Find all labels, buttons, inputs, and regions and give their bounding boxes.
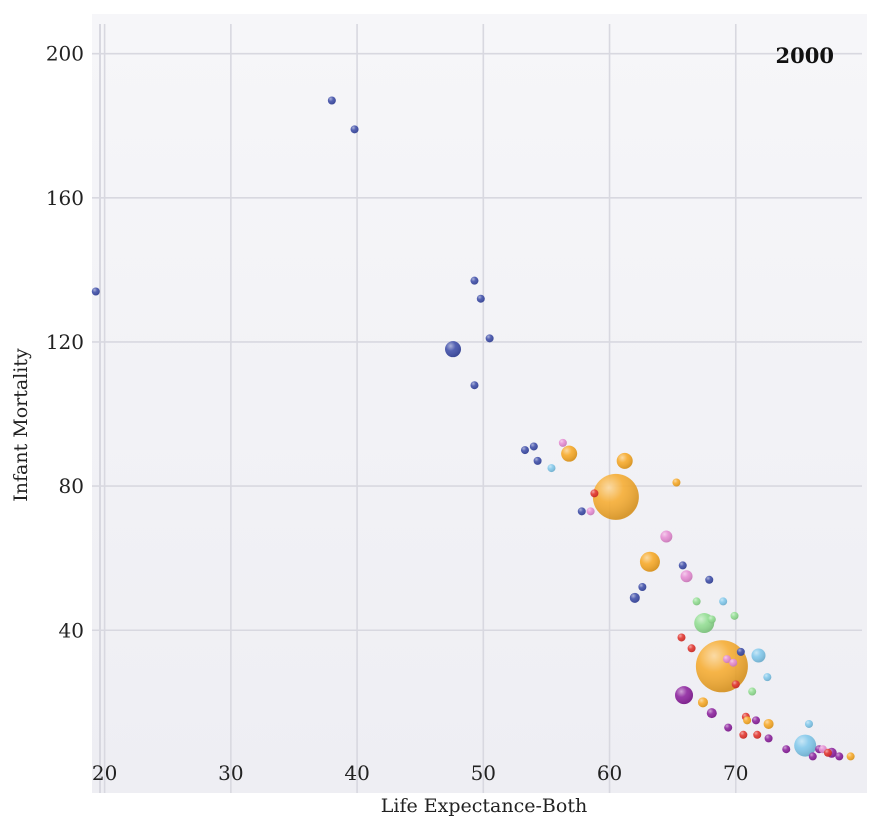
data-point	[533, 456, 542, 465]
data-point	[731, 680, 740, 689]
data-point	[722, 655, 731, 664]
tick-labels: 20 30 40 50 60 70 40 80 120 160 200	[46, 42, 749, 785]
y-tick-label: 160	[46, 186, 84, 210]
data-point	[823, 748, 832, 757]
data-point	[680, 570, 693, 583]
data-point	[520, 446, 529, 455]
data-point	[846, 752, 855, 761]
data-point	[751, 716, 760, 725]
data-point	[577, 507, 586, 516]
data-point	[529, 442, 538, 451]
x-tick-label: 70	[723, 761, 748, 785]
data-point	[558, 438, 567, 447]
year-label: 2000	[776, 43, 834, 68]
data-point	[706, 708, 717, 719]
data-point	[590, 489, 599, 498]
data-point	[808, 752, 817, 761]
y-tick-label: 120	[46, 330, 84, 354]
data-point	[561, 445, 578, 462]
plot-background	[92, 14, 867, 793]
grid-lines	[92, 24, 862, 793]
data-point	[350, 125, 359, 134]
x-tick-label: 20	[92, 761, 117, 785]
data-point	[736, 647, 745, 656]
data-point	[616, 452, 633, 469]
data-point	[672, 478, 681, 487]
y-axis-label: Infant Mortality	[10, 348, 32, 502]
data-point	[697, 697, 708, 708]
data-point	[629, 592, 640, 603]
data-point	[485, 334, 494, 343]
data-point	[730, 611, 739, 620]
data-point	[743, 716, 752, 725]
data-point	[804, 719, 813, 728]
data-point	[763, 718, 774, 729]
data-point	[592, 473, 639, 520]
x-tick-label: 40	[344, 761, 369, 785]
data-point	[327, 96, 336, 105]
data-point	[705, 575, 714, 584]
y-tick-label: 80	[59, 474, 84, 498]
y-tick-label: 200	[46, 42, 84, 66]
data-point	[794, 734, 817, 757]
data-point	[753, 730, 762, 739]
data-point	[724, 723, 733, 732]
data-point	[695, 640, 748, 693]
data-point	[675, 686, 694, 705]
data-point	[764, 734, 773, 743]
data-point	[445, 341, 462, 358]
data-point	[677, 633, 686, 642]
data-point	[748, 687, 757, 696]
data-point	[639, 551, 660, 572]
data-point	[739, 730, 748, 739]
data-point	[470, 276, 479, 285]
data-point	[660, 530, 673, 543]
data-point	[707, 615, 716, 624]
data-point	[476, 294, 485, 303]
x-tick-label: 50	[471, 761, 496, 785]
data-point	[678, 561, 687, 570]
data-point	[751, 648, 766, 663]
x-tick-label: 30	[218, 761, 243, 785]
data-point	[687, 644, 696, 653]
data-point	[692, 597, 701, 606]
data-point	[835, 752, 844, 761]
data-points	[91, 96, 855, 761]
data-point	[470, 381, 479, 390]
data-point	[719, 597, 728, 606]
data-point	[586, 507, 595, 516]
y-tick-label: 40	[59, 618, 84, 642]
x-tick-label: 60	[597, 761, 622, 785]
data-point	[729, 658, 738, 667]
data-point	[547, 464, 556, 473]
data-point	[763, 673, 772, 682]
data-point	[91, 287, 100, 296]
x-axis-label: Life Expectance-Both	[381, 795, 587, 817]
data-point	[638, 583, 647, 592]
data-point	[782, 745, 791, 754]
